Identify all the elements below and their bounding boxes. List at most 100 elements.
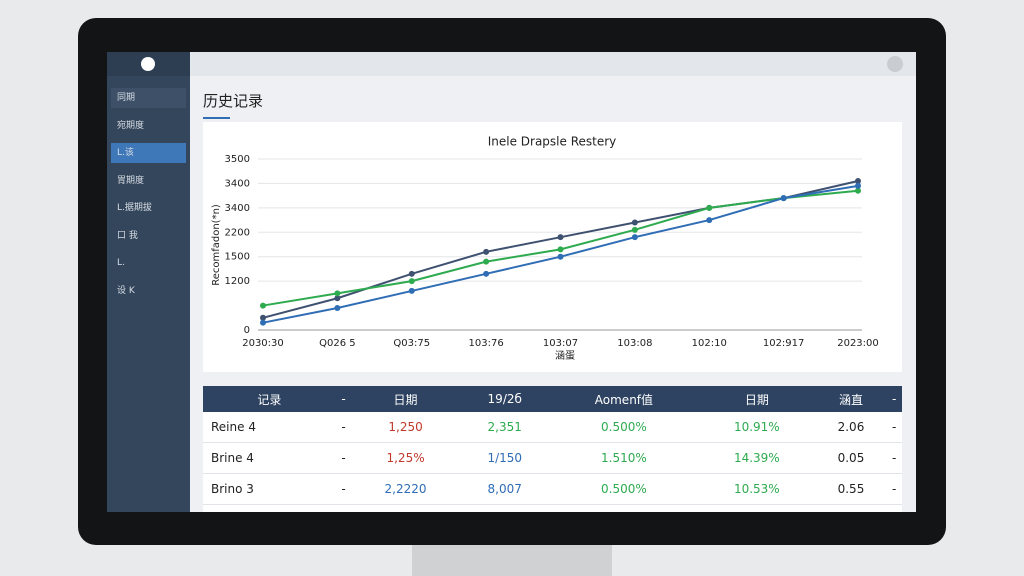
x-tick-label: Q026 5 — [319, 338, 356, 349]
table-cell: 0.500% — [549, 473, 699, 505]
sidebar-item[interactable]: 胃期度 — [117, 175, 145, 186]
x-tick-label: 102:10 — [692, 338, 727, 349]
y-tick-label: 1200 — [225, 276, 250, 287]
sidebar-item[interactable]: 宛期度 — [117, 120, 145, 131]
data-point — [483, 270, 490, 277]
data-point — [631, 234, 638, 241]
header-cell: - — [886, 386, 902, 412]
table-cell: 1,25% — [351, 442, 460, 474]
data-point — [706, 217, 713, 224]
x-axis-label: 涵蛋 — [555, 350, 575, 362]
sidebar-item[interactable]: 同期 — [111, 88, 186, 108]
data-point — [260, 302, 266, 309]
data-point — [557, 246, 564, 253]
sidebar-item[interactable]: L.据期拔 — [117, 203, 152, 213]
table-cell: - — [335, 473, 352, 505]
table-cell: - — [335, 412, 352, 443]
sidebar-item[interactable]: 口 我 — [117, 230, 138, 241]
x-tick-label: 2030:30 — [242, 338, 284, 349]
logo-area — [107, 52, 190, 76]
table-cell: 17.56% — [698, 504, 816, 512]
avatar[interactable] — [887, 56, 903, 72]
table-cell: 8,007 — [459, 473, 550, 505]
header-cell: - — [335, 386, 352, 412]
table-cell: 1.510% — [549, 442, 699, 474]
table-cell: 1/150 — [459, 442, 550, 474]
data-point — [855, 187, 861, 194]
table-cell: 10.53% — [698, 473, 816, 505]
data-point — [408, 278, 415, 285]
table-cell: Reine 5 — [203, 504, 336, 512]
table-cell: - — [886, 442, 902, 474]
table-cell: 2.06 — [815, 412, 887, 443]
data-point — [334, 305, 341, 312]
header-cell: 19/2б — [459, 386, 550, 412]
sidebar-item[interactable]: L.该 — [111, 143, 186, 163]
y-axis-label: Recomfadon(*n) — [211, 204, 222, 286]
table-cell: 14.39% — [698, 442, 816, 474]
data-point — [557, 234, 564, 241]
table-cell: Reine 4 — [203, 412, 336, 443]
screen: 同期 宛期度 L.该 胃期度 L.据期拔口 我 L. 设 K 历史记录 Inele Drap… — [107, 52, 916, 512]
table-cell: - — [335, 504, 352, 512]
x-tick-label: Q03:75 — [393, 338, 430, 349]
table-cell: - — [886, 504, 902, 512]
data-point — [408, 287, 415, 294]
table-cell: 0.05 — [815, 442, 887, 474]
sidebar: 同期宛期度 L.该胃期度 L.据期拔口 我 L. 设 K — [107, 76, 190, 512]
x-tick-label: 102:917 — [763, 338, 805, 349]
data-point — [855, 177, 861, 184]
sidebar-item[interactable]: L. — [117, 258, 125, 268]
data-point — [780, 195, 787, 202]
data-point — [631, 219, 638, 226]
chart: Inele Drapsle Restery Recomfadon(*n) 涵蛋 … — [211, 135, 879, 363]
data-point — [557, 253, 564, 260]
table-cell: 0.500% — [549, 412, 699, 443]
header-cell: 涵直 — [815, 386, 887, 412]
data-point — [483, 248, 490, 255]
data-point — [334, 290, 341, 297]
data-point — [260, 314, 266, 321]
top-bar — [107, 52, 916, 76]
table-cell: 2.500% — [549, 504, 699, 512]
table-cell: 2,351 — [459, 412, 550, 443]
table-cell: 1,250 — [351, 412, 460, 443]
data-point — [631, 226, 638, 233]
y-tick-label: 3500 — [225, 154, 250, 165]
table-cell: 10.91% — [698, 412, 816, 443]
header-cell: Aomenf值 — [549, 386, 699, 412]
y-tick-label: 3400 — [225, 178, 250, 189]
data-point — [483, 258, 490, 265]
table-cell: 0.25 — [815, 504, 887, 512]
table-cell: 2,2220 — [351, 473, 460, 505]
header-cell: 日期 — [351, 386, 460, 412]
header-cell: 日期 — [698, 386, 816, 412]
table-cell: - — [886, 412, 902, 443]
table-row[interactable]: Reine 5-3,26000,0012.500%17.56%0.25- — [203, 504, 902, 512]
table-row[interactable]: Brine 4-1,25% 1/150 1.510% 14.39% 0.05- — [203, 442, 902, 474]
table-row[interactable]: Reine 4-1,250 2,351 0.500% 10.91% 2.06- — [203, 412, 902, 443]
table-cell: - — [335, 442, 352, 474]
title-underline — [203, 117, 230, 119]
data-point — [706, 204, 713, 211]
y-tick-label: 1500 — [225, 252, 250, 263]
chart-title: Inele Drapsle Restery — [488, 135, 617, 149]
monitor-stand — [412, 545, 612, 576]
table-row[interactable]: Brino 3-2,2220 8,007 0.500% 10.53% 0.55- — [203, 473, 902, 505]
x-tick-label: 103:08 — [617, 338, 652, 349]
x-tick-label: 2023:00 — [837, 338, 879, 349]
table-cell: 0.55 — [815, 473, 887, 505]
x-tick-label: 103:76 — [469, 338, 504, 349]
data-point — [260, 319, 266, 326]
data-table: 记录 - 日期 19/2б Aomenf值 日期 涵直 - Reine 4-1,250 2,351… — [203, 386, 902, 512]
table-header-row: 记录 - 日期 19/2б Aomenf值 日期 涵直 - — [203, 386, 902, 412]
data-point — [408, 270, 415, 277]
table-cell: 3,2600 — [351, 504, 460, 512]
table-cell: - — [886, 473, 902, 505]
data-point — [855, 182, 861, 189]
y-tick-label: 0 — [244, 325, 250, 336]
header-cell: 记录 — [203, 386, 336, 412]
sidebar-item[interactable]: 设 K — [117, 285, 135, 296]
x-tick-label: 103:07 — [543, 338, 578, 349]
